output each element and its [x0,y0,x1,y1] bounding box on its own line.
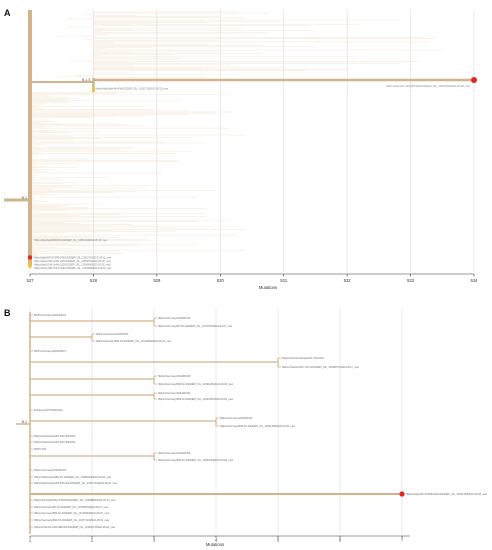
panel-b-tip-label: hMpxv/Germany/2022/RKI27 [34,469,67,472]
panel-a-highlight-tip-527 [27,255,33,260]
panel-b-tip-label: hMpxv/Germany/BW-IVI-2022|EPI_ISL_134913… [220,425,295,428]
panel-a-tips [30,11,443,258]
panel-b-tip-label: hMpxv/Germany/BW-IVI-2022|EPI_ISL_134912… [158,459,233,462]
panel-b-tip-label: hMpxv/Germany/BW-IVI-2022|EPI_ISL_134912… [158,383,233,386]
panel-b-tip-label: hMpxv/Germany/2022/RKI20 [96,333,129,336]
panel-b-node-label-b1: B.1 [22,420,27,424]
panel-b-tip-label: hMpxv/Switzerland/ZH-IMV-Sk4/2022 [34,435,76,438]
panel-a-tick-label: 530 [217,278,225,283]
panel-b-tip-label: hMpxv/Taiwan/CDC-TW-1/2022|EPI_ISL_13435… [282,366,359,369]
panel-a-tick-label: 528 [90,278,98,283]
panel-b-tip-label: hMpxv/Switzerland/ZH-IMV-Sk4/2022|EPI_IS… [34,482,117,485]
panel-a-letter: A [4,8,11,18]
panel-b-tick-label: 3 [153,538,156,543]
panel-a-tick-label: 533 [407,278,415,283]
panel-b-tip-label: hMpxv/Germany/NW-IVI-2022|EPI_ISL_133771… [34,519,109,522]
panel-b-tip-label: MPXV/Germany/2022/RKI37 [34,350,67,353]
panel-a-tip-label: hMpxv/Italy/LOM-UniMI-1MF/2022|EPI_ISL_1… [34,260,111,263]
panel-b-tip-label: hMpxv/Switzerland/BE-IVI-2022|EPI_ISL_13… [34,476,111,479]
panel-b-tick-label: 1 [29,538,32,543]
panel-b-tip-label: hMpxv/Portugal/INSA-PT0025/2022|EPI_ISL_… [34,499,116,502]
panel-b-tick-label: 4 [215,538,218,543]
panel-b-tick-label: 7 [401,538,404,543]
panel-b-highlight-tip-label: hMpxv/Italy/APU-IZSPB-0001/2022|EPI_ISL_… [406,493,487,496]
panel-a: A B.1 B.1.5 hMpxv/Italy/APU-IZSPB-0001/202… [4,8,478,290]
panel-a-x-axis: 527 528 529 530 531 532 533 534 [27,273,479,283]
panel-a-highlight-tip-534 [471,77,477,83]
panel-a-tick-label: 534 [471,278,479,283]
panel-b-branches [16,312,405,534]
panel-a-tip-label: hMpxv/Italy/Italy/INMI-Pt1/2022|EPI_ISL_… [34,239,107,242]
panel-b-tip-label: hMpxv/Germany/2022/RKI29 [158,452,191,455]
panel-b-tip-label: hMpxv/Germany/2022/RKI30 [158,375,191,378]
panel-b-tip-label: hMpxv/Germany/2022/RKI19 [158,317,191,320]
panel-b-tip-label: hMpxv/Germany/BW-IVI-2022|EPI_ISL_137496… [96,340,171,343]
panel-a-labels: B.1 B.1.5 hMpxv/Italy/APU-IZSPB-0001/2022|… [22,78,471,270]
panel-b-tip-label: hMpxv/Human/Taiwan/CDC-TW-2022 [282,357,324,360]
panel-b-x-axis-title: Mutations [206,542,224,547]
panel-b-tick-label: 6 [339,538,342,543]
panel-b-tip-label: hMpxv/USA/CA-CDC-MB-001/2022|EPI_ISL_134… [34,526,115,529]
panel-b-tip-label: hMpxv/Germany/BW-IVI-2022|EPI_ISL_134912… [158,398,233,401]
panel-b-labels: B.1 MPXV/Germany/2022/RKI24 hMpxv/Germany/… [22,314,488,529]
panel-a-x-axis-title: Mutations [259,285,277,290]
panel-b-tick-label: 5 [277,538,280,543]
panel-a-node-label-b15: B.1.5 [82,78,90,82]
panel-b: B B.1 MPXV/Germany/2022/RKI24 hMpxv/German… [4,308,487,547]
panel-a-tick-label: 531 [280,278,288,283]
panel-a-highlight-tip-label: hMpxv/Italy/APU-IZSPB-0002/2022|EPI_ISL_… [34,257,111,260]
panel-a-tip-label: hMpxv/Italy/LOM-UniMI-1SD/2022|EPI_ISL_1… [34,264,111,267]
panel-b-tip-label: MPXV/Germany/2022/RKI24 [34,314,67,317]
panel-b-tip-label: hMpxv/Germany/BY-IVI-2022|EPI_ISL_137499… [34,506,108,509]
panel-b-tick-label: 2 [91,538,94,543]
panel-b-tip-label: hMpxv/Germany/BW-IVI-2022|EPI_ISL_137499… [34,512,109,515]
panel-a-tick-label: 529 [153,278,161,283]
panel-b-tip-label: MPXV-P02 [34,448,47,451]
panel-a-tip-label: hMpxv/Spain/MD-HULP-4061/2022|EPI_ISL_13… [34,267,112,270]
panel-a-yellow-marker [91,88,95,91]
panel-b-highlight-tip [399,491,405,497]
panel-b-tip-label: Monkeypox/PT0001/2022 [34,409,63,412]
panel-a-highlight-tip-label: hMpxv/Italy/APU-IZSPB-0001/2022|EPI_ISL_… [386,84,470,88]
panel-a-tip-label: hMpxv/Italy/Italy/IHH-PHI/2022|EPI_ISL_1… [95,88,168,91]
panel-b-letter: B [4,308,11,318]
panel-a-node-label-b1: B.1 [22,196,27,200]
panel-a-tick-label: 532 [344,278,352,283]
panel-b-tip-label: hMpxv/Switzerland/ZH-IMV-Sk6/2022 [34,441,76,444]
panel-b-tip-label: hMpxv/Germany/2022/RKI43 [220,417,253,420]
panel-b-tip-label: hMpxv/Germany/2022/RKI31 [158,392,191,395]
panel-a-grid [29,10,475,272]
panel-b-x-axis: 1 2 3 4 5 6 7 [29,535,410,543]
panel-a-yellow-markers-bottom [28,261,32,268]
panel-a-branches [4,10,477,268]
panel-a-tick-label: 527 [27,278,35,283]
panel-b-tip-label: hMpxv/Germany/BY-IVI-2022|EPI_ISL_137497… [158,325,232,328]
